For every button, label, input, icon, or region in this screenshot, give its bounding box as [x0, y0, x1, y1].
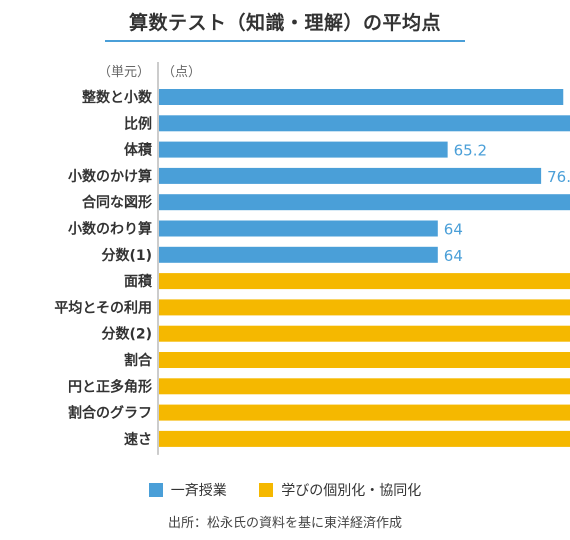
- legend-swatch-lecture: [148, 483, 163, 497]
- bar: [159, 378, 570, 395]
- bar: [159, 430, 570, 447]
- category-label: 体積: [124, 142, 153, 159]
- bar: [159, 325, 570, 342]
- bar: [159, 167, 542, 184]
- legend-item-lecture: 一斉授業: [148, 480, 227, 500]
- legend-swatch-individualized: [259, 483, 274, 497]
- legend-item-individualized: 学びの個別化・協同化: [259, 480, 421, 500]
- category-label: 分数(2): [101, 326, 152, 343]
- category-label: 小数のかけ算: [68, 168, 152, 185]
- bar: [159, 352, 570, 368]
- title-underline: [105, 40, 465, 42]
- category-label: 比例: [124, 115, 152, 132]
- category-axis-label: （単元）: [98, 64, 150, 80]
- category-label: 円と正多角形: [68, 378, 152, 395]
- bar: [159, 89, 564, 105]
- category-label: 面積: [124, 273, 153, 290]
- bar: [159, 141, 448, 158]
- bar-chart: （単元）（点）整数と小数79.3比例81.6体積65.2小数のかけ算76.6合同…: [54, 62, 570, 455]
- bar: [159, 246, 438, 263]
- source-note: 出所：松永氏の資料を基に東洋経済作成: [167, 516, 402, 531]
- value-label: 64: [444, 221, 463, 239]
- value-label: 65.2: [454, 142, 487, 160]
- chart-title: 算数テスト（知識・理解）の平均点: [128, 12, 441, 34]
- category-label: 速さ: [124, 431, 152, 448]
- value-label: 64: [444, 247, 463, 265]
- legend-label-individualized: 学びの個別化・協同化: [281, 483, 422, 499]
- bar: [159, 273, 570, 290]
- category-label: 割合のグラフ: [68, 405, 152, 422]
- category-label: 整数と小数: [81, 89, 153, 106]
- bar: [159, 404, 570, 421]
- bar: [159, 194, 570, 211]
- category-label: 割合: [124, 352, 153, 369]
- value-label: 76.6: [547, 168, 570, 186]
- category-label: 分数(1): [101, 247, 152, 264]
- category-label: 平均とその利用: [54, 299, 152, 316]
- bar: [159, 220, 438, 237]
- bar: [159, 115, 570, 132]
- category-label: 小数のわり算: [68, 221, 152, 238]
- legend: 一斉授業 学びの個別化・協同化: [0, 480, 570, 501]
- value-axis-label: （点）: [162, 65, 201, 80]
- category-label: 合同な図形: [82, 194, 152, 211]
- legend-label-lecture: 一斉授業: [170, 483, 227, 499]
- bar: [159, 299, 570, 316]
